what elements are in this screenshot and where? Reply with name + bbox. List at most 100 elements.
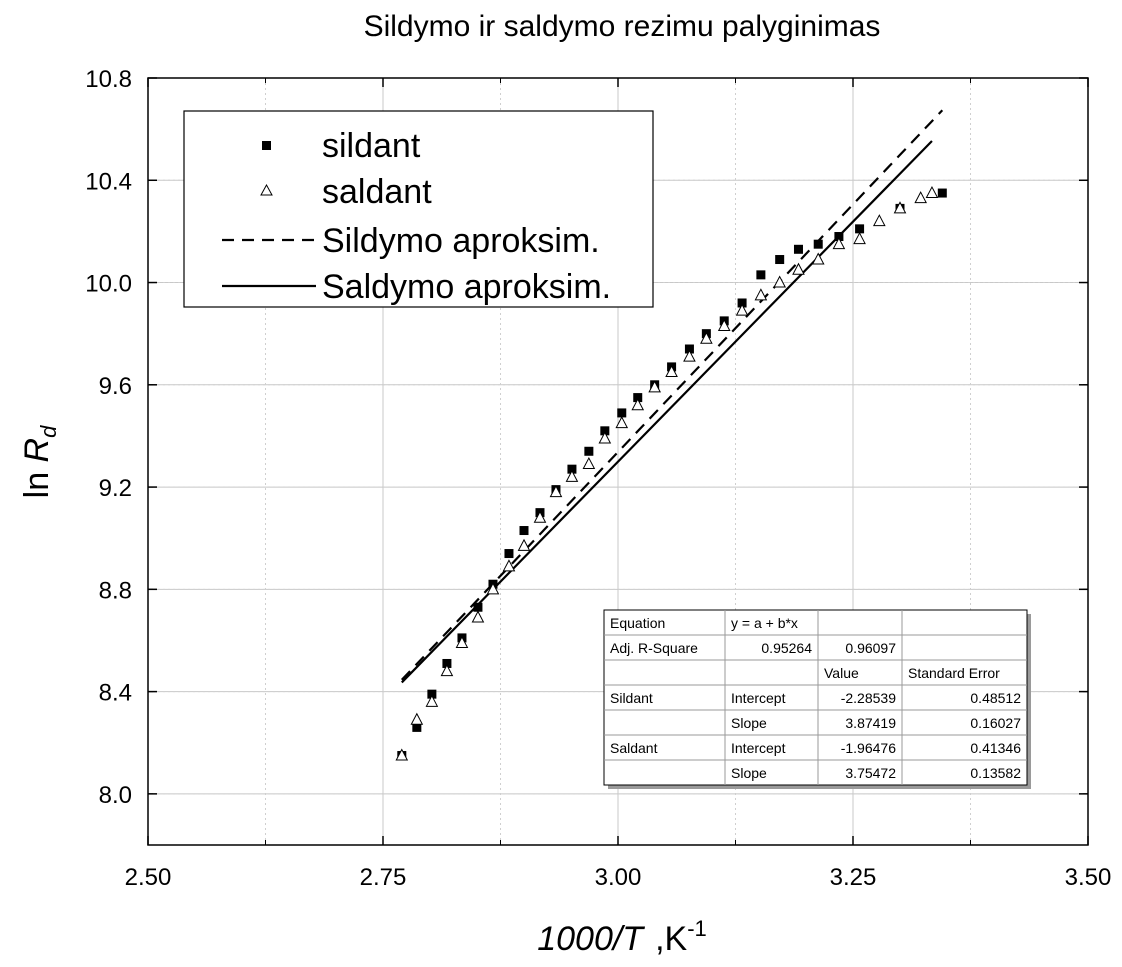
chart-title: Sildymo ir saldymo rezimu palyginimas [364,10,881,43]
data-point-saldant [648,380,661,393]
data-point-sildant [737,298,747,308]
data-point-sildant [427,689,437,699]
fit-table-cell: Sildant [610,690,653,706]
data-point-sildant [775,255,785,265]
fit-table-cell: Slope [731,765,767,781]
data-point-saldant [792,262,805,275]
legend-marker-saldant [260,183,273,196]
fit-table-cell: -1.96476 [841,740,896,756]
data-point-saldant [893,201,907,214]
data-point-sildant [756,270,766,280]
x-axis-label: 1000/T ,K-1 [537,916,707,958]
fit-table-cell: Saldant [610,740,658,756]
fit-table-cell: 0.48512 [970,690,1021,706]
data-point-saldant [410,712,424,725]
y-axis-label-sub: d [36,425,61,438]
data-point-sildant [442,658,452,668]
fit-table-box [603,609,1028,786]
data-point-saldant [872,214,886,227]
x-axis-label-main: 1000/T [537,920,645,958]
data-point-saldant [631,398,645,411]
data-point-sildant [684,344,694,354]
data-point-sildant [793,244,803,254]
x-tick-label: 3.25 [830,864,877,891]
fit-table-cell: Adj. R-Square [610,640,698,656]
y-tick-label: 8.0 [99,782,132,809]
data-point-saldant [683,349,696,362]
fit-table-cells: Equation y = a + b*x Adj. R-Square 0.95264 0… [610,615,1021,781]
data-point-saldant [533,510,547,523]
x-tick-label: 2.50 [125,864,172,891]
legend-label-sildant: sildant [322,127,421,165]
data-point-saldant [502,559,516,572]
data-point-saldant [486,582,500,595]
data-point-saldant [914,191,928,204]
y-tick-label: 8.4 [99,680,132,707]
data-point-saldant [925,185,939,199]
legend-marker-sildant [262,141,271,150]
fit-table-cell: 3.75472 [845,765,896,781]
data-point-saldant [832,237,846,250]
data-point-sildant [412,722,422,732]
data-point-saldant [773,275,787,288]
fit-table-cell: 0.96097 [845,640,896,656]
fit-table-cell: 0.95264 [761,640,812,656]
plot-area [395,109,947,761]
fit-table-cell: -2.28539 [841,690,896,706]
fit-table: Equation y = a + b*x Adj. R-Square 0.95264 0… [603,609,1031,789]
x-tick-label: 3.50 [1065,864,1112,891]
data-point-sildant [567,464,577,474]
data-point-saldant [754,288,768,301]
y-tick-label: 9.2 [99,475,132,502]
fit-table-cell: Intercept [731,690,786,706]
data-point-saldant [395,748,409,761]
fit-table-cell: 0.13582 [970,765,1021,781]
data-point-saldant [440,664,454,677]
data-point-sildant [473,602,483,612]
fit-table-grid [604,610,1027,785]
data-point-saldant [471,610,485,623]
legend-label-saldant: saldant [322,173,432,211]
y-tick-label: 10.8 [85,66,132,93]
fit-table-cell: 0.41346 [970,740,1021,756]
y-axis-label-var: R [18,438,56,463]
y-axis-label-main: ln [18,462,56,498]
data-point-saldant [853,231,866,245]
y-axis-label: ln Rd [18,425,61,498]
data-point-sildant [813,239,823,249]
data-point-saldant [425,694,439,707]
fit-table-cell: 0.16027 [970,715,1021,731]
legend: sildant saldant Sildymo aproksim. Saldym… [183,110,654,308]
x-tick-label: 2.75 [360,864,407,891]
data-point-saldant [549,485,563,498]
y-tick-label: 9.6 [99,373,132,400]
data-point-saldant [615,416,629,429]
data-point-saldant [455,635,469,649]
axis-ticks: 2.50 2.75 3.00 3.25 3.50 8.0 8.4 8.8 9.2 9.6 10.0 1… [85,66,1111,891]
data-point-sildant [584,446,594,456]
data-point-sildant [937,188,947,198]
data-point-sildant [633,393,643,403]
fit-table-cell: y = a + b*x [731,615,798,631]
x-axis-label-unit: ,K [655,920,687,958]
fit-table-cell: 3.87419 [845,715,896,731]
y-tick-label: 8.8 [99,577,132,604]
fit-table-cell: Value [824,665,859,681]
data-point-sildant [504,549,514,559]
data-point-saldant [517,538,531,551]
data-point-saldant [582,456,596,470]
fit-table-cell: Intercept [731,740,786,756]
data-point-sildant [600,426,610,436]
legend-label-saldymo-aproksim: Saldymo aproksim. [322,268,611,306]
data-point-saldant [598,431,612,444]
x-axis-label-unit-sup: -1 [687,916,707,941]
fit-table-cell: Standard Error [908,665,1000,681]
data-point-sildant [834,232,844,242]
data-point-saldant [700,331,713,344]
data-point-sildant [617,408,627,418]
data-point-saldant [811,252,825,265]
data-point-sildant [519,526,529,536]
fit-table-cell: Slope [731,715,767,731]
data-point-saldant [735,303,749,316]
y-tick-label: 10.4 [85,168,132,195]
